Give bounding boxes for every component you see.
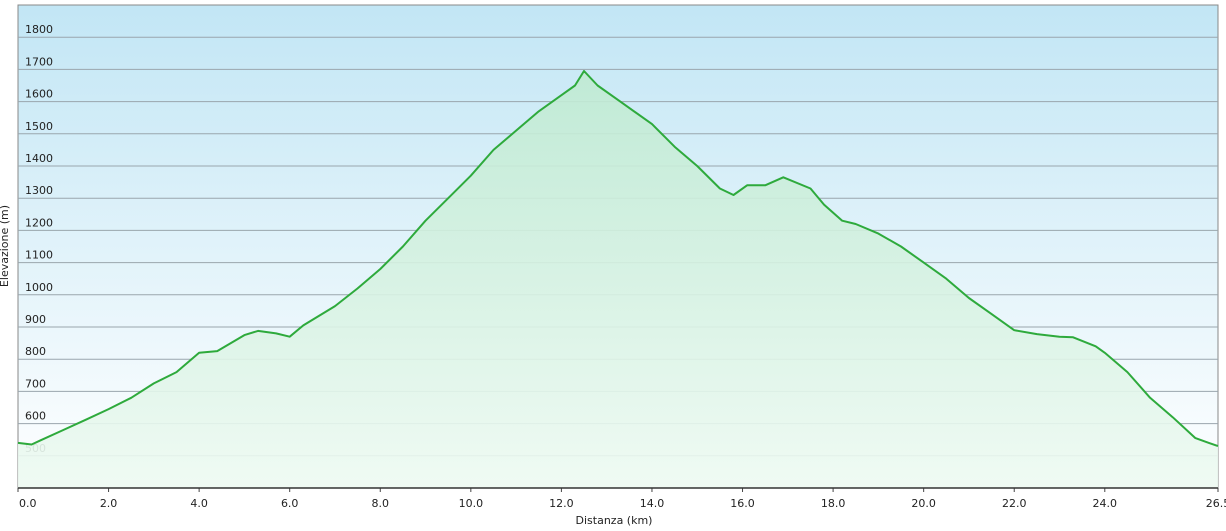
y-tick-label: 600 [25, 410, 46, 423]
y-tick-label: 1000 [25, 281, 53, 294]
y-tick-label: 1200 [25, 216, 53, 229]
y-tick-label: 900 [25, 313, 46, 326]
elevation-line [17, 70, 1219, 448]
x-tick-label: 16.0 [730, 497, 755, 510]
y-tick-label: 1100 [25, 249, 53, 262]
x-tick-label: 26.5 [1206, 497, 1226, 510]
y-tick-label: 800 [25, 345, 46, 358]
y-tick-label: 1700 [25, 55, 53, 68]
area-fill [18, 71, 1218, 488]
x-tick-label: 14.0 [640, 497, 665, 510]
y-tick-label: 1400 [25, 152, 53, 165]
y-tick-label: 1300 [25, 184, 53, 197]
x-tick-label: 20.0 [911, 497, 936, 510]
y-tick-label: 1500 [25, 120, 53, 133]
y-tick-label: 1800 [25, 23, 53, 36]
x-tick-label: 22.0 [1002, 497, 1027, 510]
x-tick-label: 18.0 [821, 497, 846, 510]
y-axis-title: Elevazione (m) [0, 205, 11, 287]
y-tick-label: 700 [25, 377, 46, 390]
x-tick-label: 10.0 [459, 497, 484, 510]
x-tick-label: 6.0 [281, 497, 299, 510]
x-axis-title: Distanza (km) [576, 514, 653, 527]
x-tick-label: 4.0 [190, 497, 208, 510]
x-tick-label: 8.0 [372, 497, 390, 510]
y-tick-label: 1600 [25, 88, 53, 101]
x-tick-label: 24.0 [1093, 497, 1118, 510]
x-tick-label: 0.0 [19, 497, 37, 510]
x-tick-label: 2.0 [100, 497, 118, 510]
x-tick-label: 12.0 [549, 497, 574, 510]
